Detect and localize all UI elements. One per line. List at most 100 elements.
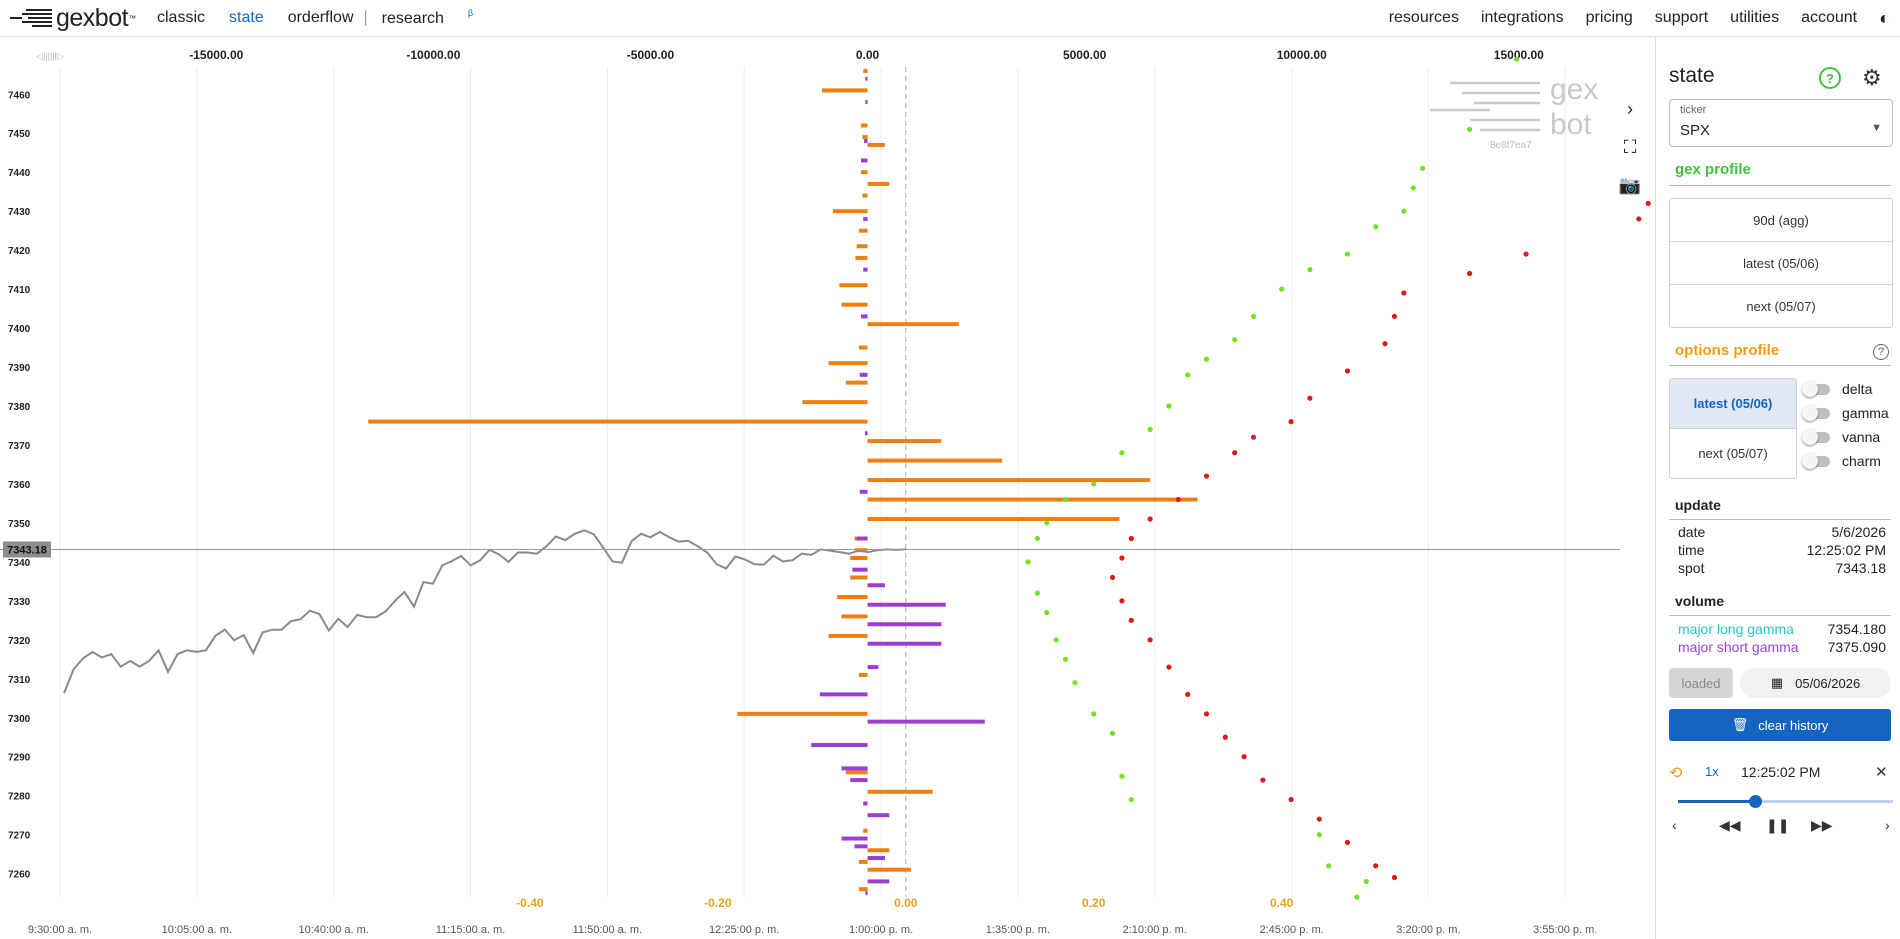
- green-point: [1128, 796, 1134, 803]
- step-back-icon[interactable]: ‹: [1672, 817, 1677, 833]
- divider: [1669, 365, 1891, 366]
- divider: [1669, 185, 1891, 186]
- time-tick-label: 2:10:00 p. m.: [1123, 924, 1187, 936]
- delta-switch[interactable]: [1802, 380, 1830, 397]
- nav-separator: |: [363, 9, 368, 26]
- y-tick-label: 7460: [8, 90, 31, 101]
- green-point: [1467, 126, 1473, 132]
- nav-state[interactable]: state: [229, 9, 264, 26]
- green-point: [1363, 878, 1369, 885]
- options-latest-button[interactable]: latest (05/06): [1670, 379, 1796, 429]
- orange-gex-bar: [862, 135, 868, 140]
- purple-gex-bar: [864, 139, 868, 144]
- red-point: [1401, 290, 1407, 296]
- purple-gex-bar: [865, 76, 868, 81]
- red-point: [1185, 691, 1191, 697]
- chart-area[interactable]: 9:30:00 a. m. 10:05:00 a. m. 10:40:00 a. m…: [0, 37, 1655, 939]
- nav-integrations[interactable]: integrations: [1480, 9, 1564, 26]
- spot-label-box: [3, 541, 51, 558]
- vanna-switch[interactable]: [1802, 428, 1830, 445]
- charm-switch[interactable]: [1802, 452, 1830, 469]
- update-date-label: date: [1678, 524, 1706, 540]
- pause-icon[interactable]: ❚❚: [1766, 817, 1790, 833]
- time-tick-label: 10:40:00 a. m.: [299, 924, 369, 936]
- nav-classic[interactable]: classic: [157, 9, 206, 26]
- theme-toggle-icon[interactable]: ◐: [1879, 7, 1890, 28]
- gex-latest-button[interactable]: latest (05/06): [1670, 242, 1892, 285]
- y-tick-label: 7290: [8, 753, 31, 764]
- clear-history-button[interactable]: 🗑 clear history: [1669, 709, 1891, 741]
- gex-90d-button[interactable]: 90d (agg): [1670, 199, 1892, 242]
- toggle-gamma[interactable]: gamma: [1802, 404, 1889, 422]
- toggle-vanna[interactable]: vanna: [1802, 428, 1880, 446]
- time-tick-label: 3:20:00 p. m.: [1396, 924, 1460, 936]
- red-point: [1109, 574, 1116, 581]
- y-tick-label: 7450: [8, 129, 31, 140]
- nav-orderflow[interactable]: orderflow: [287, 9, 354, 26]
- orange-gex-bar: [867, 517, 1120, 522]
- time-tick-label: 11:15:00 a. m.: [436, 924, 506, 936]
- options-profile-title: options profile: [1675, 342, 1780, 359]
- nav-research[interactable]: research β: [382, 8, 473, 27]
- y-tick-label: 7270: [8, 831, 31, 842]
- nav-right: resources integrations pricing support u…: [1367, 0, 1890, 36]
- slider-thumb[interactable]: [1749, 795, 1763, 808]
- nav-research-label: research: [381, 9, 444, 27]
- purple-gex-bar: [867, 602, 946, 607]
- green-point: [1062, 496, 1069, 503]
- red-point: [1175, 496, 1181, 503]
- green-point: [1025, 559, 1031, 565]
- purple-gex-bar: [867, 719, 985, 724]
- red-point: [1203, 473, 1210, 479]
- orange-gex-bar: [841, 302, 868, 307]
- volume-long-row: major long gamma 7354.180: [1678, 621, 1886, 637]
- gex-profile-buttons: 90d (agg) latest (05/06) next (05/07): [1669, 198, 1893, 328]
- playback-slider[interactable]: [1678, 795, 1893, 808]
- history-icon[interactable]: ⟲: [1669, 765, 1683, 782]
- green-point: [1410, 185, 1416, 191]
- fullscreen-icon[interactable]: ⛶: [1623, 136, 1637, 157]
- nav-resources[interactable]: resources: [1388, 9, 1459, 26]
- nav-pricing[interactable]: pricing: [1585, 9, 1633, 26]
- help-icon[interactable]: ?: [1819, 67, 1841, 89]
- top-tick-label: 0.00: [856, 48, 880, 62]
- purple-gex-bar: [867, 583, 885, 588]
- close-icon[interactable]: ✕: [1875, 764, 1888, 781]
- gex-next-button[interactable]: next (05/07): [1746, 298, 1816, 314]
- rewind-icon[interactable]: ◀◀: [1719, 817, 1741, 833]
- options-help-icon[interactable]: ?: [1873, 344, 1889, 360]
- purple-gex-bar: [865, 891, 868, 896]
- options-next-button[interactable]: next (05/07): [1698, 446, 1768, 461]
- collapse-chevron-icon[interactable]: ›: [1627, 98, 1633, 119]
- ticker-select[interactable]: ticker SPX ▼: [1669, 99, 1893, 147]
- bottom-tick-label: 0.20: [1082, 896, 1106, 910]
- gex-chart[interactable]: 9:30:00 a. m. 10:05:00 a. m. 10:40:00 a. m…: [0, 37, 1655, 939]
- nav-support[interactable]: support: [1654, 9, 1709, 26]
- nav-account[interactable]: account: [1801, 9, 1858, 26]
- toggle-delta[interactable]: delta: [1802, 380, 1872, 398]
- green-point: [1044, 609, 1050, 616]
- divider: [1669, 519, 1891, 520]
- red-point: [1373, 863, 1379, 869]
- top-tick-label: -10000.00: [406, 48, 460, 62]
- green-point: [1062, 656, 1069, 662]
- nav-utilities[interactable]: utilities: [1730, 9, 1780, 26]
- playback-speed[interactable]: 1x: [1705, 764, 1719, 779]
- fast-forward-icon[interactable]: ▶▶: [1811, 817, 1833, 833]
- camera-icon[interactable]: 📷: [1618, 174, 1642, 195]
- red-point: [1147, 516, 1153, 522]
- logo-tm: ™: [128, 13, 137, 23]
- red-point: [1147, 637, 1153, 643]
- volume-short-row: major short gamma 7375.090: [1678, 639, 1886, 655]
- chevron-down-icon: ▼: [1871, 122, 1882, 134]
- green-point: [1185, 372, 1191, 378]
- gexbot-logo[interactable]: gexbot ™: [8, 2, 136, 34]
- step-forward-icon[interactable]: ›: [1885, 817, 1890, 833]
- gamma-switch[interactable]: [1802, 404, 1830, 421]
- toggle-charm[interactable]: charm: [1802, 452, 1881, 470]
- gear-icon[interactable]: ⚙: [1862, 65, 1882, 90]
- update-time-value: 12:25:02 PM: [1806, 542, 1886, 558]
- green-point: [1053, 637, 1059, 643]
- slider-fill: [1678, 800, 1756, 803]
- date-picker[interactable]: ▦ 05/06/2026: [1740, 668, 1891, 698]
